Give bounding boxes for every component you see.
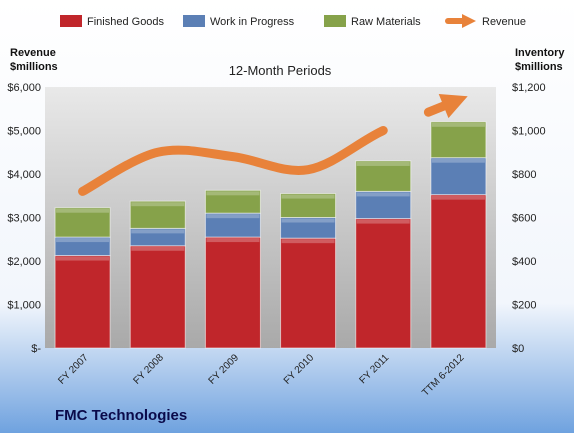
bar-segment-work-in-progress bbox=[430, 157, 487, 196]
left-tick-label: $- bbox=[31, 343, 41, 355]
bar-segment-finished-goods bbox=[355, 218, 412, 349]
legend-swatch-work-in-progress bbox=[183, 15, 205, 27]
bar-segment-finished-goods bbox=[430, 194, 487, 349]
right-axis-label-line2: $millions bbox=[515, 61, 563, 73]
legend-label-finished-goods: Finished Goods bbox=[87, 16, 165, 28]
bar-segment-raw-materials bbox=[280, 193, 337, 218]
right-axis-ticks: $0 $200 $400 $600 $800 $1,000 $1,200 bbox=[512, 82, 546, 355]
right-tick-label: $1,200 bbox=[512, 82, 546, 94]
left-tick-label: $4,000 bbox=[7, 169, 41, 181]
company-name: FMC Technologies bbox=[55, 407, 187, 424]
bar-segment-work-in-progress bbox=[54, 236, 111, 257]
bar-segment-work-in-progress bbox=[129, 227, 186, 247]
bar-segment-finished-goods bbox=[129, 245, 186, 349]
revenue-line-tail bbox=[423, 101, 449, 117]
bar-segment-work-in-progress bbox=[355, 190, 412, 220]
right-tick-label: $600 bbox=[512, 213, 536, 225]
legend-swatch-finished-goods bbox=[60, 15, 82, 27]
left-tick-label: $5,000 bbox=[7, 126, 41, 138]
left-tick-label: $6,000 bbox=[7, 82, 41, 94]
bar-segment-finished-goods bbox=[280, 237, 337, 349]
left-tick-label: $1,000 bbox=[7, 300, 41, 312]
legend: Finished Goods Work in Progress Raw Mate… bbox=[60, 14, 526, 28]
left-axis-label-line2: $millions bbox=[10, 61, 58, 73]
left-axis-ticks: $- $1,000 $2,000 $3,000 $4,000 $5,000 $6,000 bbox=[7, 82, 41, 355]
right-tick-label: $1,000 bbox=[512, 126, 546, 138]
right-axis-label-line1: Inventory bbox=[515, 47, 565, 59]
plot-area bbox=[45, 87, 496, 348]
legend-label-work-in-progress: Work in Progress bbox=[210, 16, 295, 28]
bar-segment-raw-materials bbox=[430, 121, 487, 159]
bar-segment-work-in-progress bbox=[204, 212, 261, 238]
right-tick-label: $400 bbox=[512, 256, 536, 268]
legend-label-revenue: Revenue bbox=[482, 16, 526, 28]
bar-segment-work-in-progress bbox=[280, 217, 337, 239]
left-tick-label: $3,000 bbox=[7, 213, 41, 225]
right-tick-label: $800 bbox=[512, 169, 536, 181]
legend-swatch-raw-materials bbox=[324, 15, 346, 27]
legend-label-raw-materials: Raw Materials bbox=[351, 16, 421, 28]
right-tick-label: $0 bbox=[512, 343, 524, 355]
bar-segment-raw-materials bbox=[54, 207, 111, 238]
legend-arrow-revenue bbox=[462, 14, 476, 28]
revenue-line bbox=[78, 126, 388, 196]
revenue-arrow-head bbox=[438, 94, 468, 119]
right-tick-label: $200 bbox=[512, 300, 536, 312]
left-axis-label-line1: Revenue bbox=[10, 47, 56, 59]
bar-segment-finished-goods bbox=[204, 236, 261, 349]
chart-subtitle: 12-Month Periods bbox=[229, 63, 332, 78]
bar-segment-raw-materials bbox=[129, 200, 186, 229]
left-tick-label: $2,000 bbox=[7, 256, 41, 268]
bars bbox=[54, 121, 487, 349]
bar-segment-raw-materials bbox=[355, 160, 412, 192]
bar-segment-finished-goods bbox=[54, 255, 111, 349]
bar-segment-raw-materials bbox=[204, 189, 261, 214]
revenue-line-group bbox=[78, 94, 468, 196]
